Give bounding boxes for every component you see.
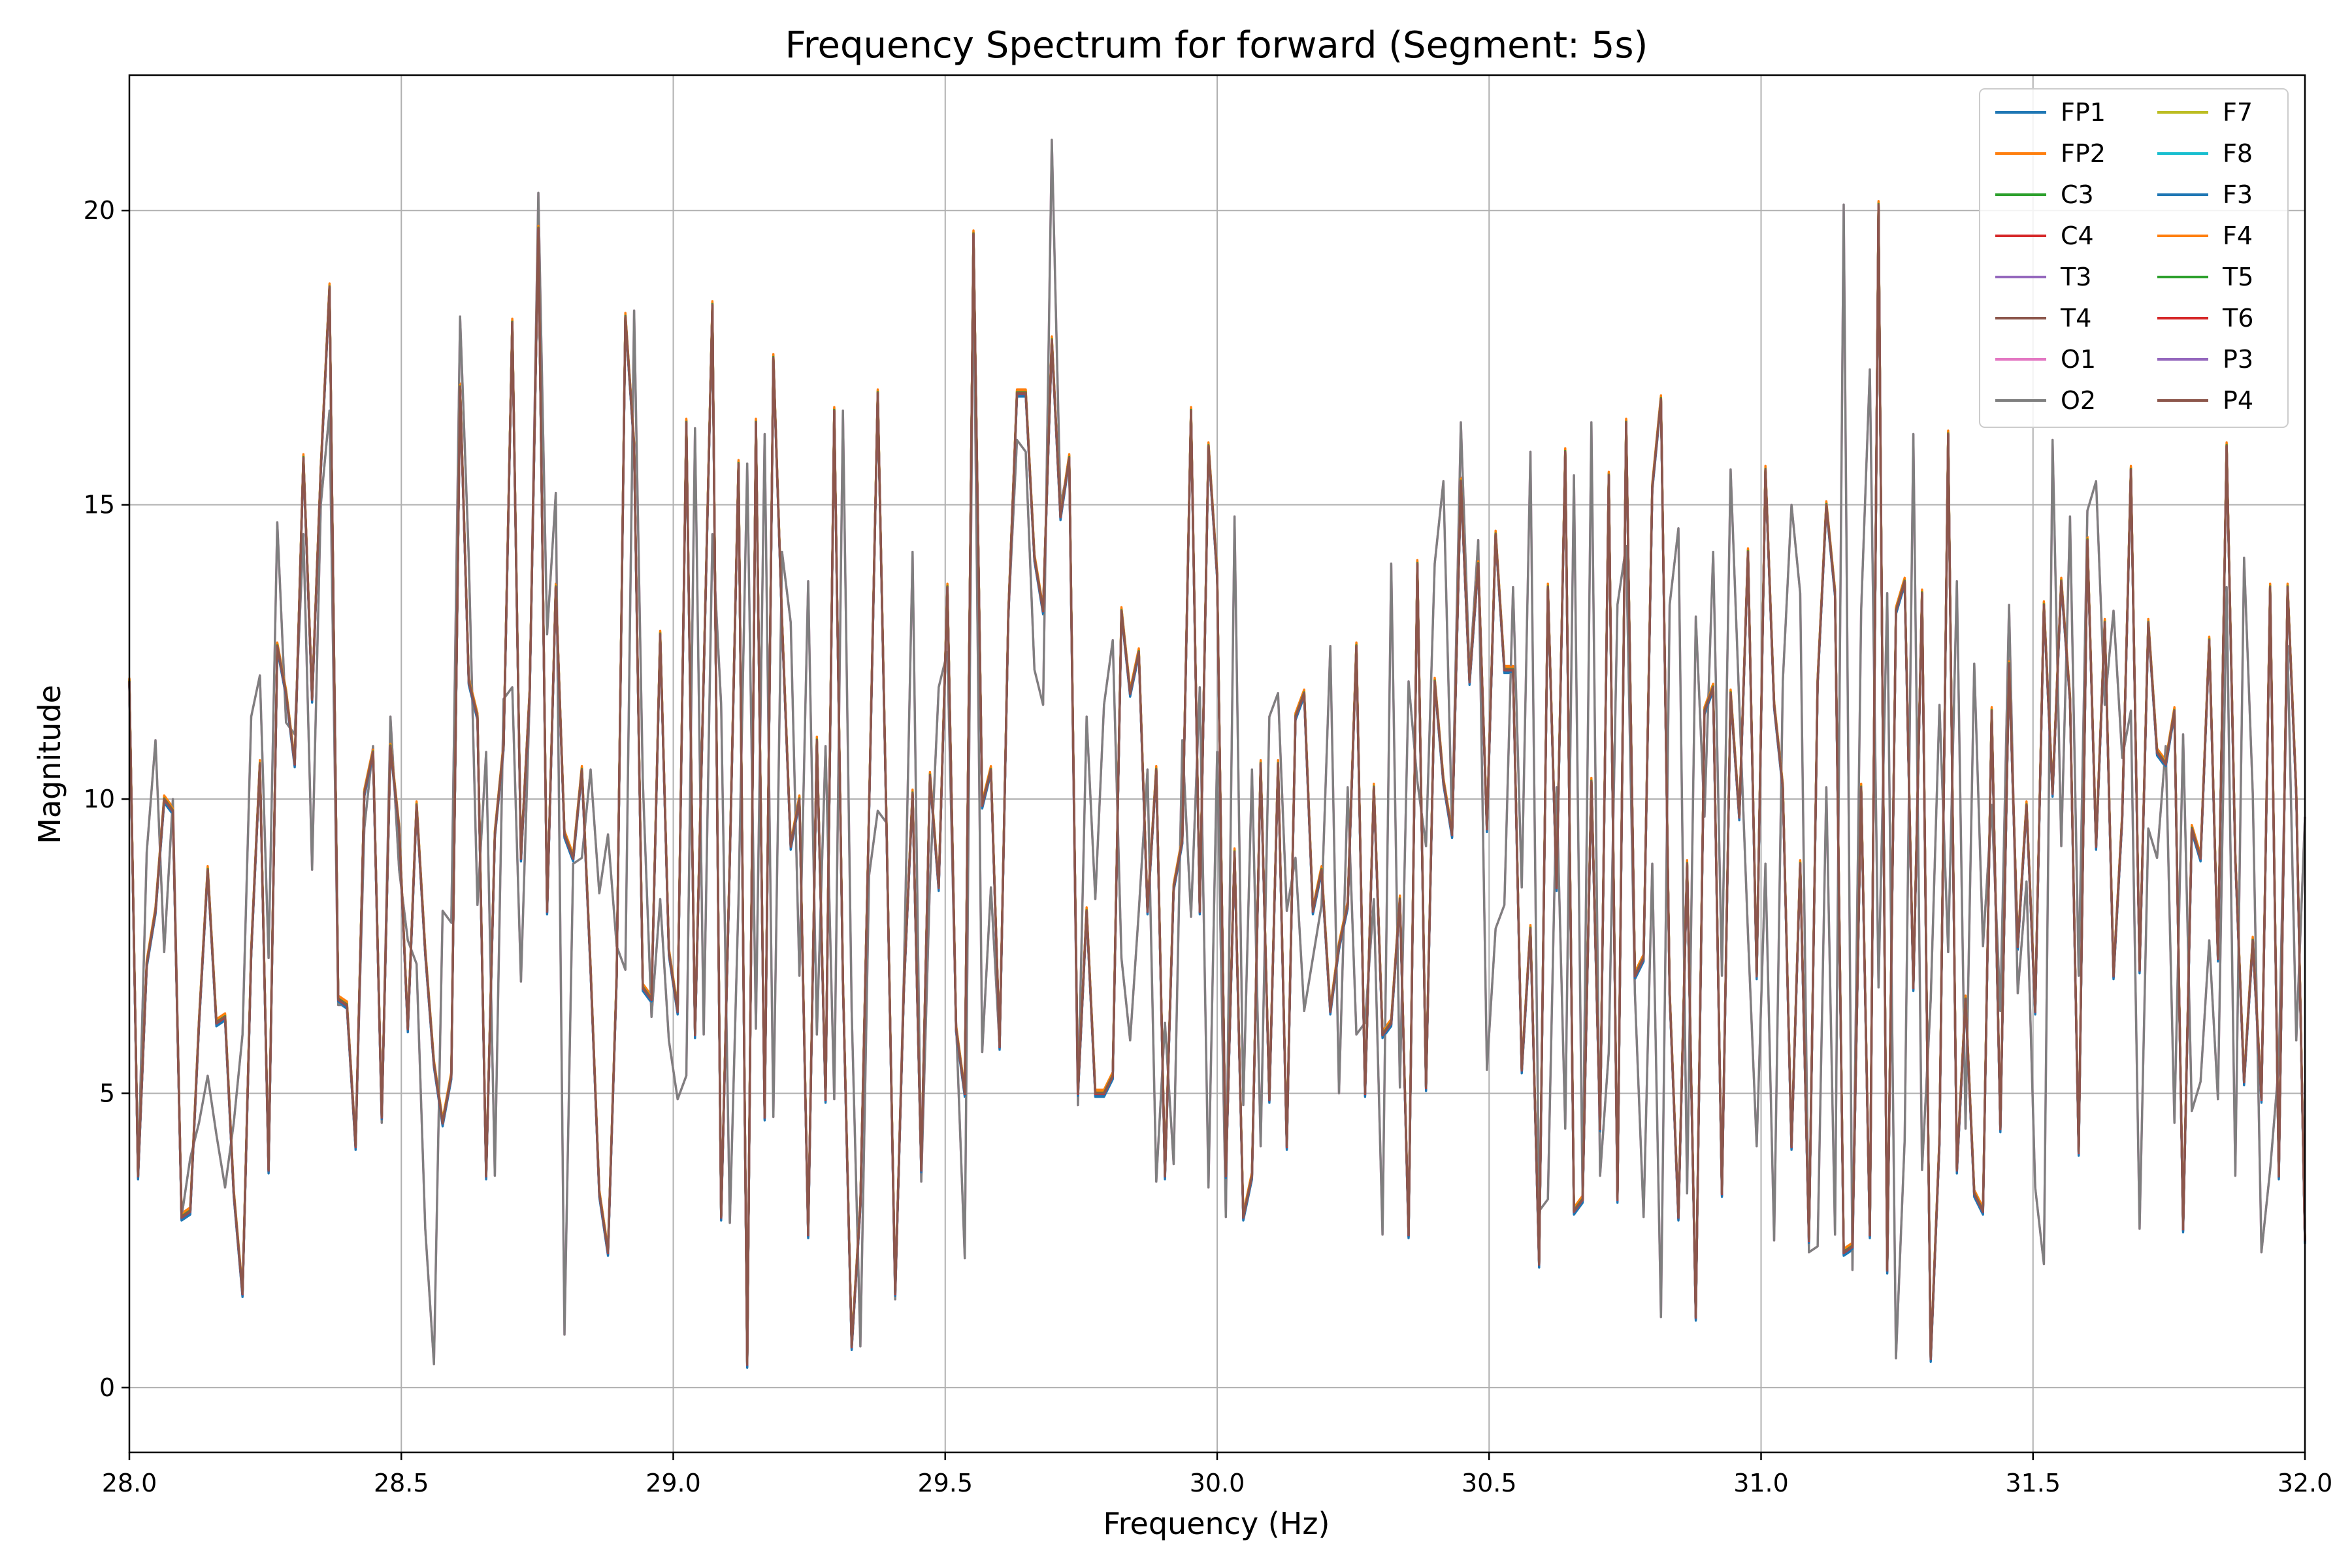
series-line-p4 xyxy=(128,203,2306,1365)
x-tick-label: 28.5 xyxy=(374,1469,429,1497)
x-tick-label: 31.0 xyxy=(1733,1469,1789,1497)
y-axis-ticks: 0 5 10 15 20 xyxy=(84,196,129,1402)
x-tick-label: 30.0 xyxy=(1190,1469,1245,1497)
series-layer xyxy=(128,139,2306,1369)
legend-label-t5: T5 xyxy=(2222,263,2253,291)
x-tick-label: 29.5 xyxy=(917,1469,973,1497)
legend-label-f8: F8 xyxy=(2223,139,2253,168)
x-axis-label: Frequency (Hz) xyxy=(1103,1506,1330,1541)
x-tick-label: 30.5 xyxy=(1462,1469,1517,1497)
legend-label-p4: P4 xyxy=(2223,386,2253,415)
x-tick-label: 32.0 xyxy=(2278,1469,2333,1497)
x-tick-label: 31.5 xyxy=(2005,1469,2061,1497)
legend-label-f4: F4 xyxy=(2223,221,2253,250)
legend-label-t6: T6 xyxy=(2222,304,2253,333)
legend-label-f7: F7 xyxy=(2223,98,2253,127)
legend-box xyxy=(1979,88,2289,428)
y-tick-label: 10 xyxy=(84,785,115,813)
legend-label-t3: T3 xyxy=(2060,263,2091,291)
y-tick-label: 0 xyxy=(99,1373,115,1402)
legend-label-p3: P3 xyxy=(2223,345,2253,374)
x-axis-ticks: 28.0 28.5 29.0 29.5 30.0 30.5 31.0 31.5 32.0 xyxy=(102,1452,2333,1497)
y-tick-label: 20 xyxy=(84,196,115,225)
legend-label-o1: O1 xyxy=(2061,345,2096,374)
legend-label-c3: C3 xyxy=(2061,180,2094,209)
chart-title: Frequency Spectrum for forward (Segment:… xyxy=(785,24,1648,67)
legend-label-f3: F3 xyxy=(2223,180,2253,209)
x-tick-label: 28.0 xyxy=(102,1469,157,1497)
y-axis-label: Magnitude xyxy=(32,685,67,844)
legend: FP1 FP2 C3 C4 T3 T4 O1 O2 F7 F8 F3 F4 T5 T6 P3 P4 xyxy=(1979,88,2289,428)
legend-label-fp2: FP2 xyxy=(2061,139,2106,168)
legend-label-o2: O2 xyxy=(2061,386,2096,415)
legend-label-t4: T4 xyxy=(2060,304,2091,333)
y-tick-label: 15 xyxy=(84,491,115,519)
x-tick-label: 29.0 xyxy=(645,1469,701,1497)
legend-label-fp1: FP1 xyxy=(2061,98,2106,127)
series-line-o2 xyxy=(128,139,2306,1365)
y-tick-label: 5 xyxy=(99,1079,115,1107)
legend-label-c4: C4 xyxy=(2061,221,2094,250)
